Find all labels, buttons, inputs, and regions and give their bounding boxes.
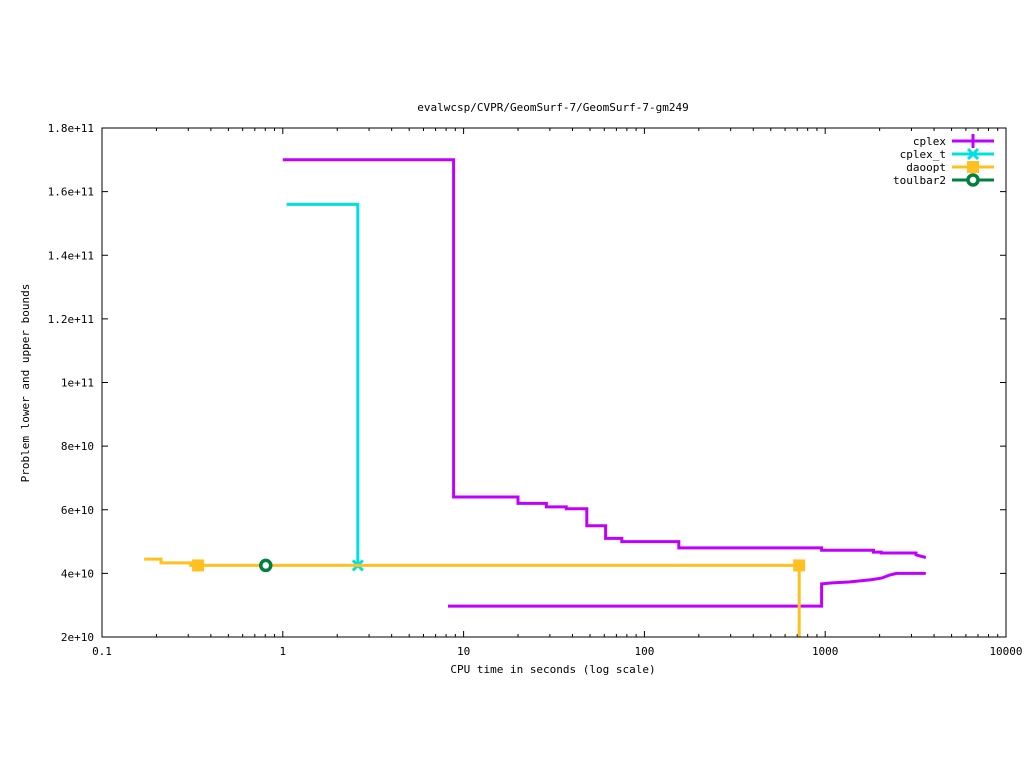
x-tick-label: 10000 [989,645,1022,658]
axes: 2e+10 4e+10 6e+10 8e+10 1e+11 1.2e+11 1.4e+11 1… [48,122,1023,658]
y-tick-label: 1.4e+11 [48,249,94,262]
circle-marker [259,558,273,573]
y-tick-label: 4e+10 [61,567,94,580]
y-axis-label: Problem lower and upper bounds [19,284,32,483]
y-tick-label: 1e+11 [61,377,94,390]
plot-frame [101,127,1007,638]
square-marker [192,559,205,572]
legend-label: daoopt [906,161,946,174]
legend-entry-daoopt: daoopt [906,161,994,174]
y-tick-label: 1.8e+11 [48,122,94,135]
square-marker [793,559,806,572]
legend-label: cplex_t [900,148,946,161]
x-tick-label: 0.1 [92,645,112,658]
legend-entry-cplex: cplex [913,134,994,148]
series-daoopt [144,557,806,637]
legend-entry-cplex_t: cplex_t [900,147,994,161]
cross-marker [966,147,980,161]
circle-marker [966,173,980,187]
chart-title: evalwcsp/CVPR/GeomSurf-7/GeomSurf-7-gm24… [417,101,689,114]
series-cplex_t [286,202,364,572]
y-tick-label: 8e+10 [61,440,94,453]
y-tick-label: 6e+10 [61,504,94,517]
x-tick-label: 1000 [812,645,839,658]
square-marker [967,161,979,173]
series-line [448,571,926,608]
x-axis-label: CPU time in seconds (log scale) [450,663,655,676]
series-toulbar2 [259,558,273,573]
plus-marker [966,134,980,148]
series-cplex [282,158,927,608]
y-tick-label: 1.6e+11 [48,186,94,199]
series-line [286,202,360,566]
series-line [144,557,801,637]
x-tick-label: 1 [279,645,286,658]
series-line [282,158,927,559]
x-tick-label: 10 [457,645,470,658]
x-tick-label: 100 [634,645,654,658]
y-tick-label: 2e+10 [61,631,94,644]
y-tick-label: 1.2e+11 [48,313,94,326]
legend-label: cplex [913,135,946,148]
legend-entry-toulbar2: toulbar2 [893,173,994,187]
series-layer [144,158,927,637]
legend-label: toulbar2 [893,174,946,187]
